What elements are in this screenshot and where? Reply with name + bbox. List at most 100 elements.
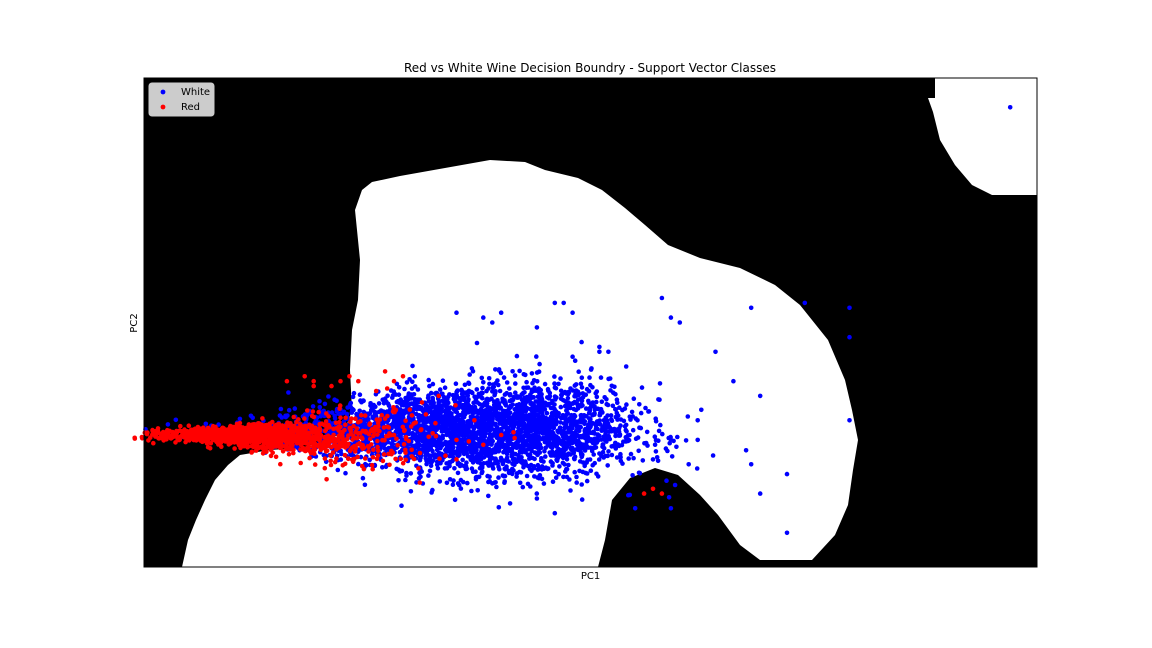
point-red <box>366 449 371 454</box>
legend-marker-red <box>160 104 166 110</box>
point-white <box>487 381 492 387</box>
point-red <box>417 480 423 485</box>
point-red <box>239 442 244 447</box>
point-white <box>317 399 322 404</box>
point-white <box>469 466 475 471</box>
point-white <box>447 453 453 459</box>
point-white <box>412 432 418 438</box>
point-white <box>419 431 425 437</box>
point-white <box>407 401 413 407</box>
point-red <box>177 428 182 434</box>
point-white <box>659 295 665 301</box>
point-white <box>528 392 533 398</box>
point-red <box>641 491 647 496</box>
point-red <box>285 431 290 436</box>
point-white <box>558 376 563 381</box>
point-red <box>278 461 283 467</box>
point-white <box>445 422 450 428</box>
point-red <box>362 456 368 461</box>
point-white <box>372 409 377 414</box>
point-white <box>548 453 554 458</box>
point-white <box>507 386 512 391</box>
point-red <box>204 430 209 436</box>
point-white <box>505 438 510 444</box>
point-white <box>394 381 400 387</box>
point-red <box>346 456 351 461</box>
point-white <box>424 443 430 449</box>
point-white <box>632 506 638 511</box>
point-white <box>455 416 460 422</box>
point-red <box>288 443 294 449</box>
point-white <box>458 398 463 403</box>
point-white <box>411 392 417 397</box>
point-white <box>458 462 464 468</box>
point-white <box>484 388 489 394</box>
point-white <box>658 422 663 428</box>
point-white <box>590 420 595 426</box>
point-white <box>631 396 637 402</box>
point-white <box>512 443 518 449</box>
point-white <box>847 418 852 423</box>
point-white <box>553 469 558 475</box>
point-white <box>476 474 482 480</box>
point-white <box>653 437 659 443</box>
point-white <box>546 396 552 401</box>
point-white <box>408 489 414 494</box>
point-white <box>451 449 456 454</box>
point-red <box>338 378 343 384</box>
point-white <box>525 481 531 487</box>
point-white <box>354 411 359 417</box>
point-red <box>311 438 316 444</box>
point-red <box>272 423 278 428</box>
point-white <box>586 428 591 434</box>
point-white <box>731 378 736 384</box>
point-red <box>263 423 269 429</box>
point-white <box>582 421 587 427</box>
point-red <box>302 374 308 379</box>
point-white <box>410 443 415 449</box>
point-white <box>646 409 652 414</box>
point-white <box>470 405 475 410</box>
point-red <box>205 444 211 450</box>
point-red <box>352 449 358 454</box>
point-white <box>430 381 436 387</box>
point-white <box>302 412 308 417</box>
point-red <box>273 431 279 437</box>
point-white <box>610 403 616 409</box>
point-red <box>254 428 260 434</box>
point-red <box>279 435 285 441</box>
point-white <box>567 402 573 408</box>
point-red <box>183 435 189 441</box>
point-red <box>361 466 367 472</box>
point-white <box>513 381 518 386</box>
point-white <box>554 444 559 449</box>
point-white <box>600 449 606 455</box>
point-red <box>337 419 342 425</box>
point-white <box>579 434 585 440</box>
point-white <box>535 475 540 480</box>
point-red <box>164 437 169 442</box>
point-red <box>289 425 294 431</box>
point-red <box>169 434 174 439</box>
point-white <box>520 484 526 490</box>
point-white <box>286 407 292 413</box>
point-white <box>572 422 578 427</box>
point-white <box>455 423 461 428</box>
point-red <box>371 447 376 453</box>
point-white <box>437 441 443 447</box>
point-red <box>436 393 442 399</box>
point-white <box>570 388 576 393</box>
point-red <box>200 439 205 445</box>
point-white <box>440 427 446 433</box>
point-white <box>549 445 555 451</box>
point-red <box>327 425 332 430</box>
point-red <box>512 435 517 441</box>
point-white <box>310 404 316 409</box>
point-white <box>476 436 481 442</box>
point-white <box>576 369 581 375</box>
point-white <box>517 368 522 374</box>
point-red <box>311 383 317 389</box>
point-white <box>496 382 501 388</box>
point-red <box>283 423 289 429</box>
point-white <box>452 466 457 471</box>
